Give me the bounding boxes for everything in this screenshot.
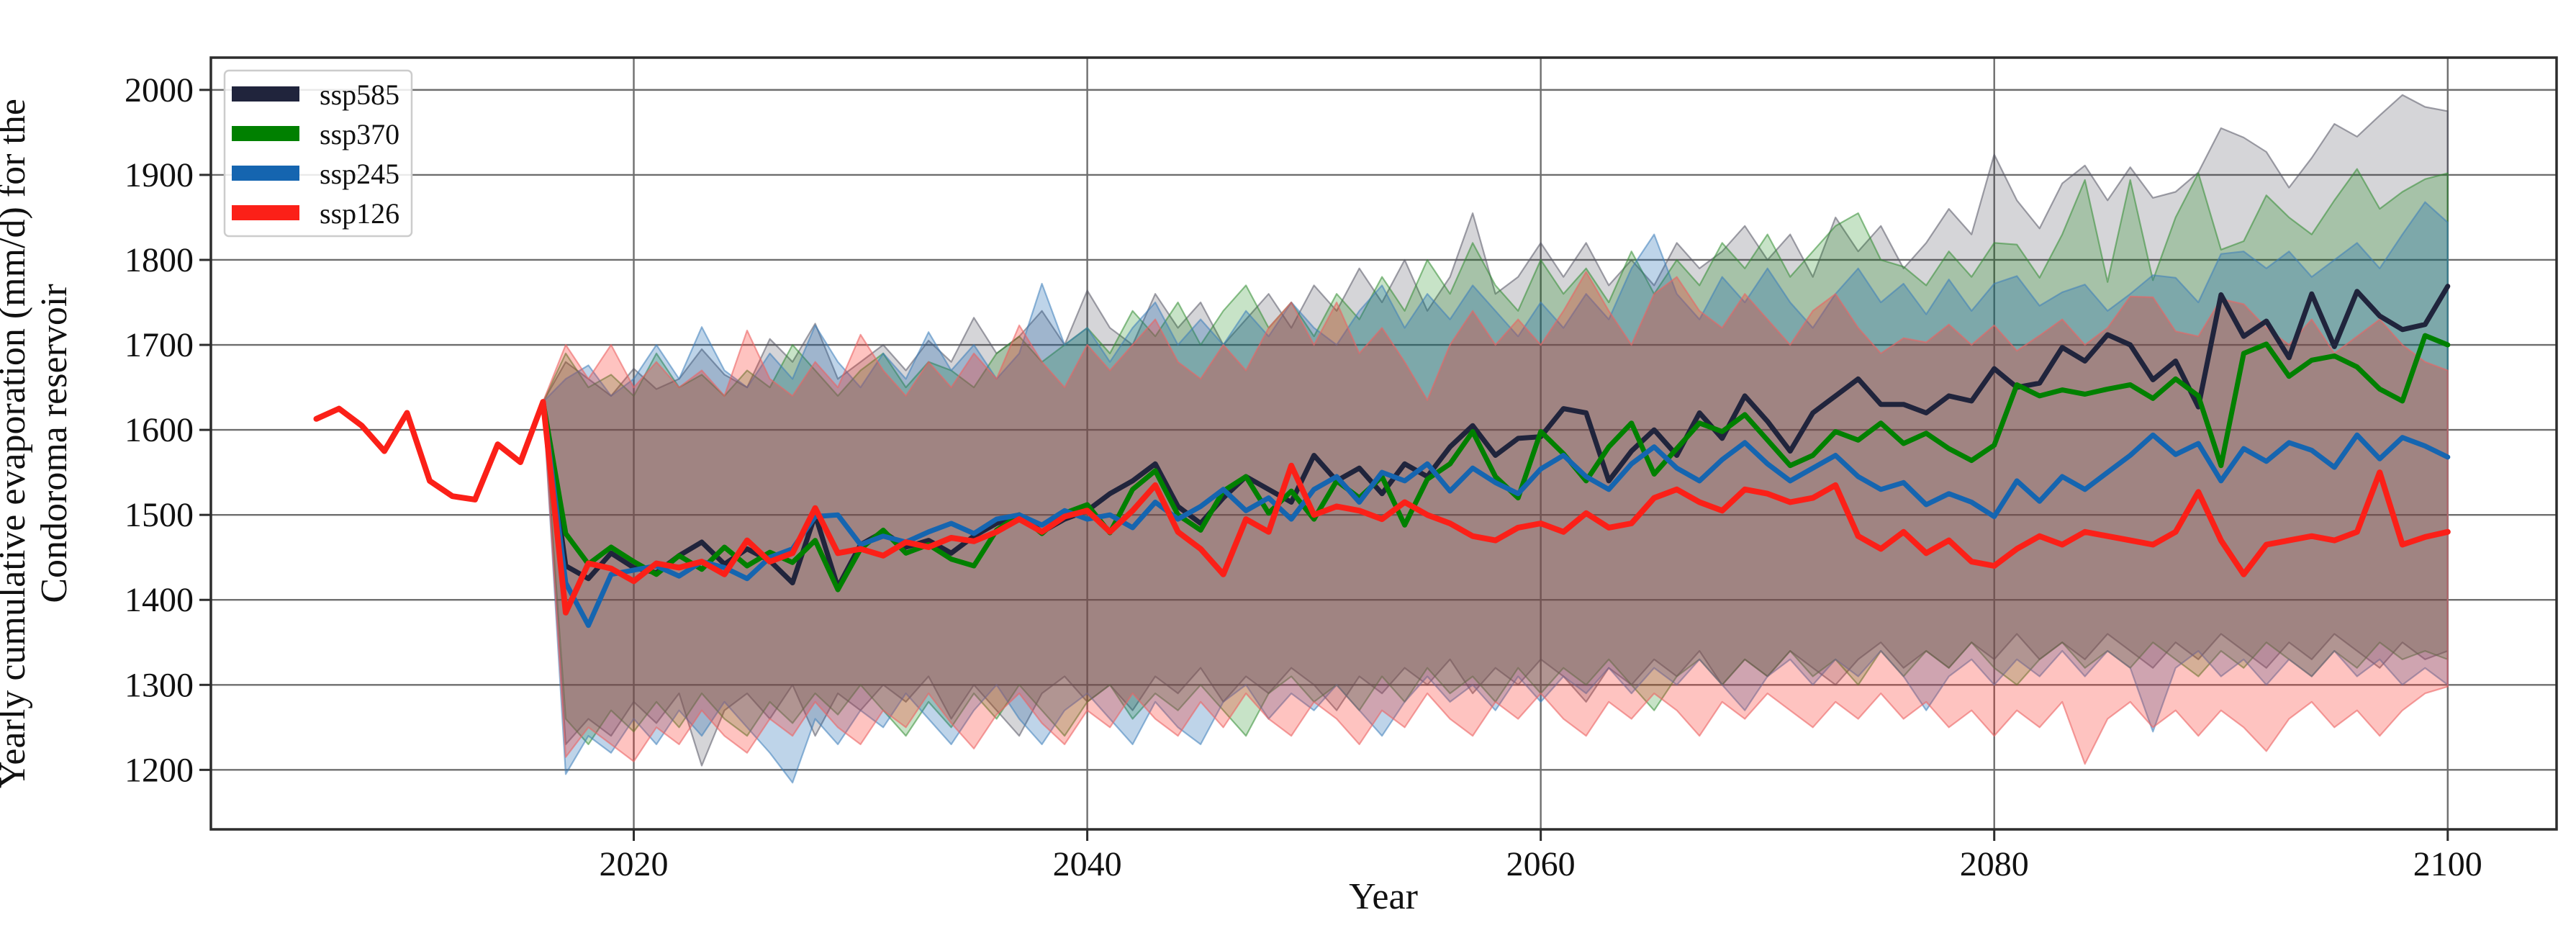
y-tick-label-1900: 1900	[125, 156, 194, 194]
y-tick-label-2000: 2000	[125, 71, 194, 109]
legend-label-ssp126: ssp126	[320, 197, 399, 230]
legend: ssp585 ssp370 ssp245 ssp126	[223, 69, 413, 238]
y-tick-label-1300: 1300	[125, 666, 194, 704]
plot-border	[209, 56, 2558, 831]
y-tick-label-1200: 1200	[125, 751, 194, 789]
axis-ticks: 2020 2040 2060 2080 2100 1200 1300 1400 1500 1600…	[125, 71, 2482, 883]
x-axis-label: Year	[1349, 876, 1418, 917]
x-tick-label-2020: 2020	[600, 845, 669, 883]
legend-label-ssp585: ssp585	[320, 78, 399, 111]
gridlines	[211, 58, 2557, 829]
y-tick-label-1600: 1600	[125, 411, 194, 449]
legend-swatch-ssp370	[232, 126, 299, 141]
y-axis-label-line1: Yearly cumulative evaporation (mm/d) for…	[0, 99, 33, 788]
legend-label-ssp245: ssp245	[320, 158, 399, 190]
band-ssp126	[542, 271, 2449, 765]
y-tick-label-1700: 1700	[125, 326, 194, 364]
legend-swatch-ssp245	[232, 166, 299, 181]
legend-swatch-ssp585	[232, 86, 299, 102]
plot-area: 2020 2040 2060 2080 2100 1200 1300 1400 1500 1600…	[125, 56, 2558, 883]
y-axis-label-line2: Condoroma reservoir	[34, 284, 75, 603]
y-tick-label-1800: 1800	[125, 241, 194, 279]
series-line-ssp245	[541, 399, 2451, 629]
series-line-ssp126	[313, 399, 2451, 616]
legend-box	[223, 69, 413, 238]
x-tick-label-2040: 2040	[1053, 845, 1122, 883]
y-tick-label-1400: 1400	[125, 581, 194, 619]
uncertainty-bands	[542, 94, 2449, 784]
legend-swatch-ssp126	[232, 205, 299, 220]
y-tick-label-1500: 1500	[125, 496, 194, 534]
scenario-lines	[313, 284, 2451, 629]
x-tick-label-2080: 2080	[1960, 845, 2029, 883]
x-tick-label-2100: 2100	[2413, 845, 2482, 883]
legend-label-ssp370: ssp370	[320, 118, 399, 150]
x-tick-label-2060: 2060	[1506, 845, 1576, 883]
